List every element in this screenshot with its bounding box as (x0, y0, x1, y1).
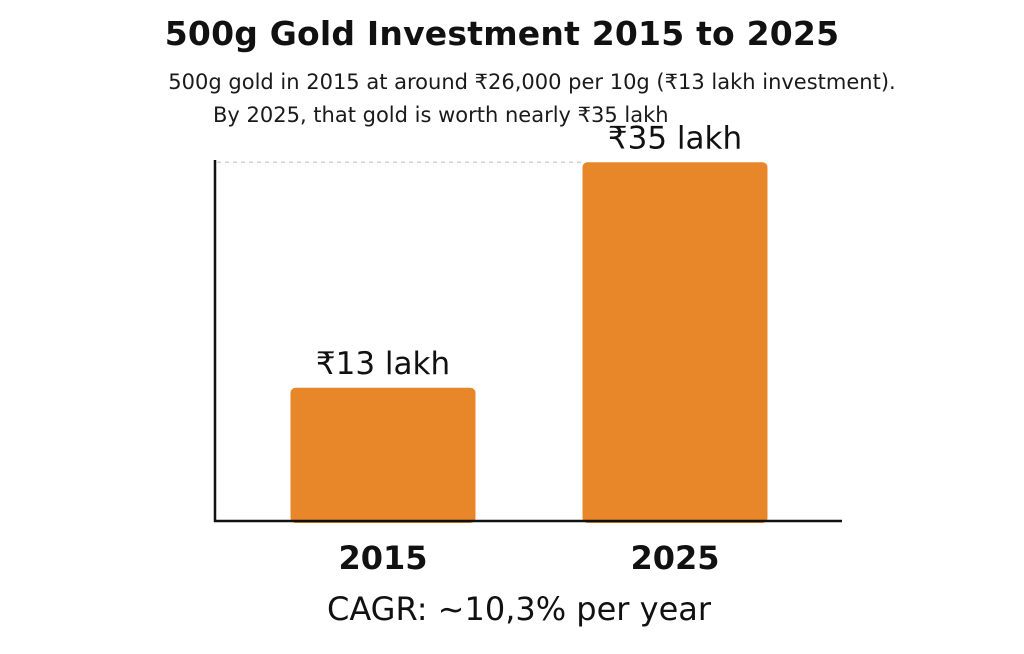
x-tick-label-2015: 2015 (338, 539, 427, 577)
chart-subtitle-line-1: 500g gold in 2015 at around ₹26,000 per … (168, 70, 896, 94)
bar-2015 (290, 387, 476, 523)
x-tick-label-2025: 2025 (630, 539, 719, 577)
bars-layer (290, 162, 768, 523)
chart-subtitle-line-2: By 2025, that gold is worth nearly ₹35 l… (213, 103, 669, 127)
bar-2025 (582, 162, 768, 523)
cagr-annotation: CAGR: ~10,3% per year (326, 590, 712, 628)
data-labels-layer: ₹13 lakh ₹35 lakh (316, 120, 742, 382)
chart-title: 500g Gold Investment 2015 to 2025 (164, 14, 840, 53)
data-label-2025: ₹35 lakh (608, 120, 742, 156)
x-tick-labels-layer: 2015 2025 (338, 539, 719, 577)
data-label-2015: ₹13 lakh (316, 346, 450, 382)
